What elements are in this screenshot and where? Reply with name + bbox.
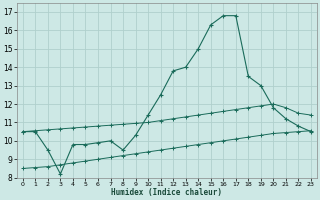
X-axis label: Humidex (Indice chaleur): Humidex (Indice chaleur)	[111, 188, 222, 197]
